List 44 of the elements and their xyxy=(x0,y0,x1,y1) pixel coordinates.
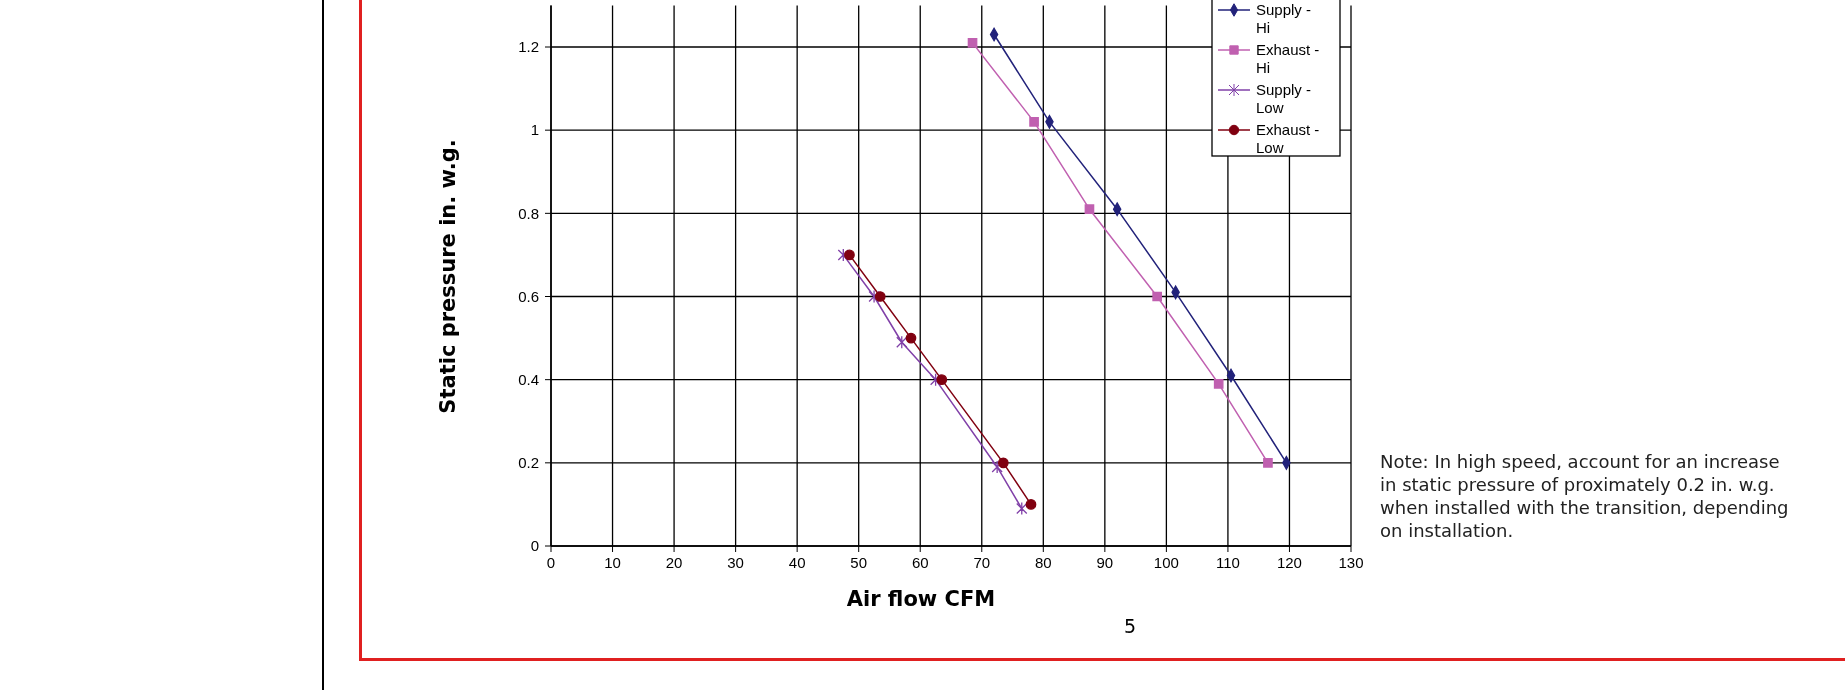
y-tick-label: 0.8 xyxy=(518,204,539,222)
legend-label: Exhaust - Low xyxy=(1256,121,1320,156)
x-tick-label: 90 xyxy=(1096,554,1114,571)
x-axis-title: Air flow CFM xyxy=(846,587,996,611)
y-tick-label: 0.4 xyxy=(518,370,539,388)
legend-label: Supply - Hi xyxy=(1256,1,1312,36)
point xyxy=(905,332,917,344)
x-tick-label: 40 xyxy=(788,554,806,571)
x-tick-label: 60 xyxy=(911,554,929,571)
point xyxy=(967,38,978,48)
x-tick-label: 120 xyxy=(1276,554,1302,571)
x-tick-label: 80 xyxy=(1034,554,1052,571)
x-tick-label: 110 xyxy=(1215,554,1240,571)
x-tick-label: 50 xyxy=(850,554,868,571)
point xyxy=(1029,117,1039,127)
y-axis-title: Static pressure in. w.g. xyxy=(436,139,460,414)
y-tick-label: 0.2 xyxy=(518,454,539,472)
y-tick-label: 0.6 xyxy=(518,287,539,305)
x-tick-label: 70 xyxy=(973,554,991,571)
point xyxy=(874,291,886,302)
point xyxy=(1016,501,1028,516)
x-tick-label: 100 xyxy=(1153,554,1179,571)
y-tick-label: 0 xyxy=(530,537,539,555)
text: Note: In high speed, account for an increase in static pressure of proximately 0.2 in. w.g. when installed with the transition, depending on installation. xyxy=(1380,451,1789,541)
point xyxy=(1152,291,1162,302)
x-tick-label: 20 xyxy=(665,554,683,571)
y-tick-label: 1.2 xyxy=(518,38,539,56)
point xyxy=(896,335,908,349)
legend-label: Supply - Low xyxy=(1256,81,1312,116)
legend-label: Exhaust - Hi xyxy=(1256,41,1320,76)
point xyxy=(1263,458,1273,468)
point xyxy=(1084,204,1095,215)
point xyxy=(936,374,948,386)
point xyxy=(1213,378,1224,389)
y-tick-label: 1 xyxy=(530,121,539,139)
x-tick-label: 30 xyxy=(727,554,744,571)
point xyxy=(991,460,1003,474)
x-tick-label: 0 xyxy=(546,554,556,571)
point xyxy=(1025,499,1037,510)
point xyxy=(844,249,855,261)
x-tick-label: 130 xyxy=(1338,554,1364,571)
point xyxy=(997,457,1009,469)
text: 5 xyxy=(1123,615,1137,637)
x-tick-label: 10 xyxy=(604,554,621,571)
